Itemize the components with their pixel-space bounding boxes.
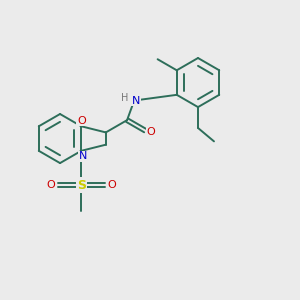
Text: H: H [122, 93, 129, 103]
Text: S: S [77, 179, 86, 192]
Text: N: N [79, 152, 87, 161]
Text: N: N [132, 95, 140, 106]
Text: O: O [147, 127, 155, 137]
Text: O: O [77, 116, 86, 126]
Text: O: O [108, 180, 116, 190]
Text: O: O [46, 180, 55, 190]
